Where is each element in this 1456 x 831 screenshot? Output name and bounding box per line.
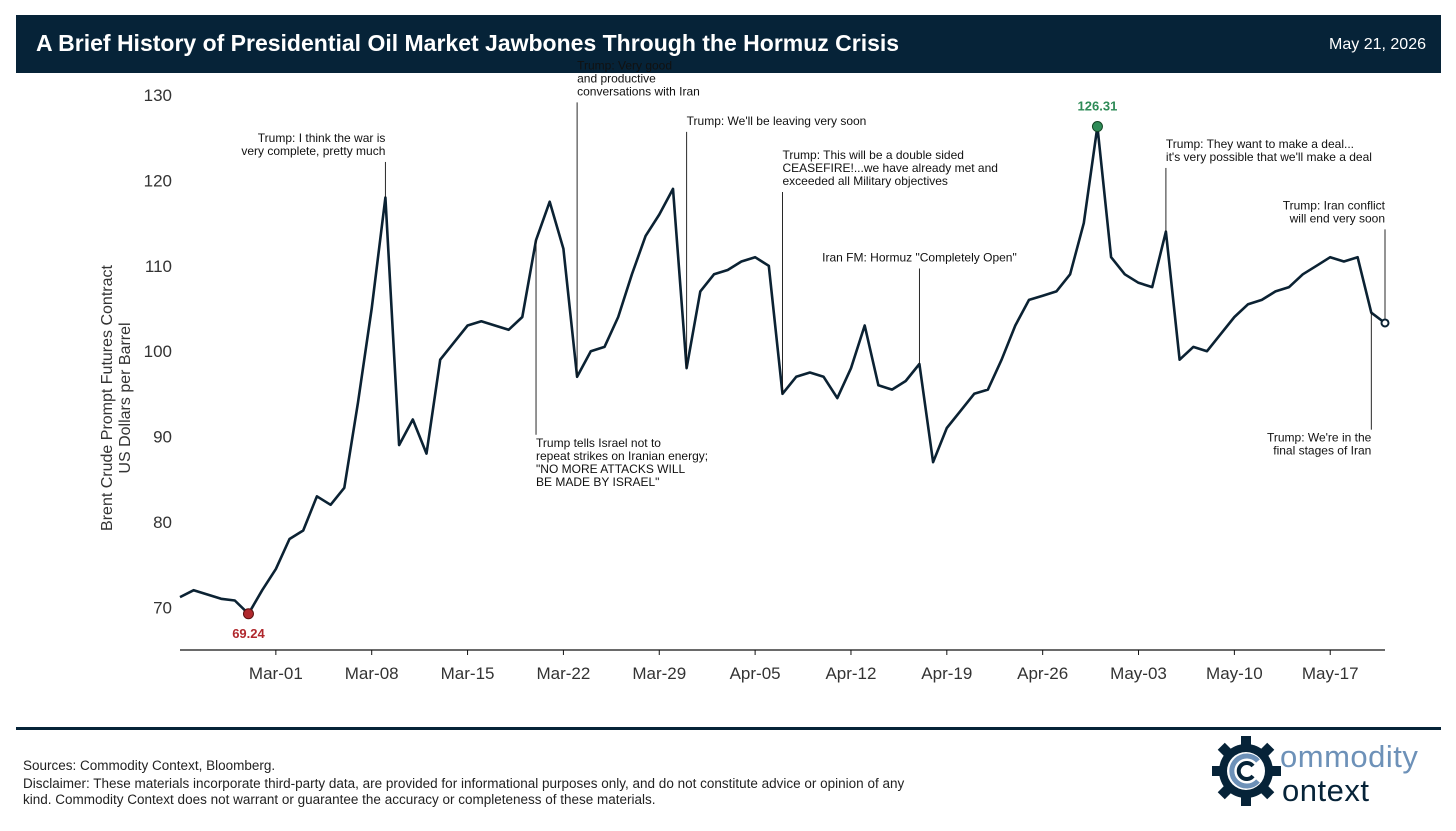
annotation-israel-strikes: Trump tells Israel not to repeat strikes … [536,436,708,489]
annotation-good-conversations: Trump: Very good and productive conversati… [577,58,700,98]
x-tick-label: Mar-01 [249,664,303,683]
logo-word-commodity: ommodity [1280,739,1419,774]
annotation-hormuz-open: Iran FM: Hormuz "Completely Open" [822,251,1017,265]
sources-text: Sources: Commodity Context, Bloomberg. [23,758,276,773]
y-axis-label: Brent Crude Prompt Futures ContractUS Do… [99,265,134,531]
y-tick-label: 80 [153,513,172,532]
x-tick-label: Mar-29 [632,664,686,683]
annotation-war-complete: Trump: I think the war is very complete, … [241,131,385,158]
x-tick-label: Apr-26 [1017,664,1068,683]
logo-word-context: ontext [1282,773,1370,808]
x-tick-label: Mar-08 [345,664,399,683]
page-title: A Brief History of Presidential Oil Mark… [36,30,900,56]
commodity-context-logo: ommodity ontext [1212,733,1442,813]
x-tick-label: Apr-05 [730,664,781,683]
x-tick-label: Apr-12 [825,664,876,683]
y-tick-label: 90 [153,428,172,447]
last-point-marker [1380,318,1390,328]
y-tick-label: 70 [153,598,172,617]
min-point-label: 69.24 [232,626,265,641]
y-tick-label: 120 [144,171,172,190]
annotation-leaving-soon: Trump: We'll be leaving very soon [687,114,867,128]
y-tick-label: 110 [145,257,172,276]
x-tick-label: Mar-22 [536,664,590,683]
x-tick-label: Mar-15 [441,664,495,683]
y-tick-label: 130 [144,86,172,105]
annotation-final-stages: Trump: We're in the final stages of Iran [1267,431,1372,458]
min-point-marker [242,608,254,620]
max-point-label: 126.31 [1078,99,1118,114]
x-tick-label: May-17 [1302,664,1359,683]
max-point-marker [1091,121,1103,133]
header-date: May 21, 2026 [1329,36,1426,53]
disclaimer-text: Disclaimer: These materials incorporate … [23,776,905,807]
annotation-end-soon: Trump: Iran conflict will end very soon [1283,198,1386,225]
annotation-make-a-deal: Trump: They want to make a deal... it's v… [1166,137,1372,164]
x-tick-label: May-10 [1206,664,1263,683]
gear-logo-icon [1212,736,1281,806]
x-tick-label: Apr-19 [921,664,972,683]
y-tick-label: 100 [144,342,172,361]
footer-divider [16,727,1441,730]
annotation-ceasefire: Trump: This will be a double sided CEASEF… [783,148,998,188]
header-bar: A Brief History of Presidential Oil Mark… [16,15,1441,73]
brent-price-chart: 70 80 90 100 110 120 130 Mar-01 Mar-08 Mar-15 Mar-… [99,58,1390,683]
x-tick-label: May-03 [1110,664,1167,683]
